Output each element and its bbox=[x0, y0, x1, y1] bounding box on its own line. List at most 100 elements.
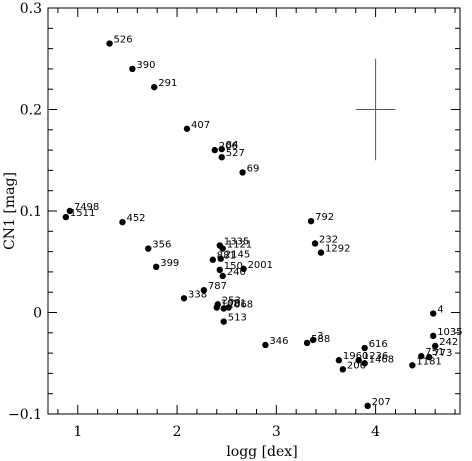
data-point bbox=[220, 305, 227, 312]
data-point bbox=[219, 272, 226, 280]
x-tick-labels: 1 2 3 4 bbox=[73, 424, 380, 440]
y-tick-label: 0 bbox=[33, 306, 42, 322]
data-point bbox=[311, 240, 319, 247]
data-point bbox=[418, 352, 425, 360]
data-point bbox=[409, 362, 416, 369]
data-point bbox=[225, 304, 232, 311]
data-point bbox=[339, 366, 347, 373]
data-point bbox=[429, 332, 437, 340]
point-label: 206 bbox=[347, 360, 366, 371]
point-label: 1081 bbox=[221, 298, 246, 309]
point-label: 513 bbox=[228, 313, 247, 324]
data-point bbox=[240, 265, 247, 273]
point-label: 1181 bbox=[416, 356, 441, 367]
data-point bbox=[219, 245, 226, 252]
point-label: 792 bbox=[315, 212, 334, 223]
axis-ticks bbox=[48, 7, 460, 415]
point-label: 232 bbox=[319, 234, 338, 245]
x-tick-label: 3 bbox=[272, 424, 281, 440]
point-label: 1335 bbox=[224, 237, 249, 248]
y-tick-label: 0.1 bbox=[20, 204, 42, 220]
data-point bbox=[217, 255, 224, 262]
point-label: 356 bbox=[152, 240, 171, 251]
point-label: 338 bbox=[188, 289, 207, 300]
plot-frame bbox=[47, 7, 461, 415]
data-point bbox=[183, 125, 191, 132]
data-point bbox=[307, 217, 315, 225]
data-point bbox=[216, 266, 223, 274]
data-point bbox=[262, 341, 269, 349]
point-label: 881 bbox=[217, 251, 236, 262]
point-label: 3 bbox=[317, 331, 323, 342]
point-label: 2001 bbox=[248, 260, 273, 271]
data-point bbox=[218, 145, 225, 153]
data-point bbox=[209, 256, 216, 263]
point-label: 253 bbox=[222, 295, 241, 306]
data-point bbox=[180, 295, 188, 302]
data-point bbox=[429, 310, 437, 317]
point-label: 240 bbox=[227, 267, 246, 278]
point-label: 390 bbox=[136, 60, 155, 71]
data-point bbox=[355, 357, 362, 364]
point-label: 751 bbox=[425, 347, 444, 358]
point-label: 1121 bbox=[227, 240, 252, 251]
data-point bbox=[361, 344, 368, 352]
data-point bbox=[239, 169, 246, 176]
data-point bbox=[211, 146, 218, 154]
data-point bbox=[145, 245, 152, 252]
point-label: 206 bbox=[219, 141, 238, 152]
point-label: 526 bbox=[114, 35, 133, 46]
point-label: 4 bbox=[437, 305, 443, 316]
point-label: 588 bbox=[311, 334, 330, 345]
data-point bbox=[213, 304, 220, 311]
y-tick-labels: −0.1 0 0.1 0.2 0.3 bbox=[8, 1, 42, 423]
point-label: 346 bbox=[269, 336, 288, 347]
data-point bbox=[361, 360, 368, 367]
data-point bbox=[220, 318, 227, 325]
data-point bbox=[106, 40, 113, 47]
point-label: 787 bbox=[208, 281, 227, 292]
y-tick-label: −0.1 bbox=[8, 407, 42, 423]
data-point bbox=[153, 263, 160, 271]
y-axis-label: CN1 [mag] bbox=[2, 172, 18, 250]
x-tick-label: 2 bbox=[173, 424, 182, 440]
x-axis-label: logg [dex] bbox=[226, 444, 297, 460]
data-point bbox=[303, 339, 311, 347]
data-point bbox=[431, 342, 439, 350]
point-label: 452 bbox=[126, 213, 145, 224]
point-label: 527 bbox=[226, 148, 245, 159]
data-point bbox=[309, 336, 317, 344]
data-point bbox=[335, 357, 343, 364]
point-label: 1511 bbox=[70, 208, 95, 219]
x-tick-label: 1 bbox=[73, 424, 82, 440]
data-point bbox=[218, 154, 225, 161]
point-label: 1292 bbox=[325, 244, 350, 255]
point-label: 1960 bbox=[343, 351, 368, 362]
data-point bbox=[119, 218, 126, 226]
point-label: 773 bbox=[433, 348, 452, 359]
point-label: 291 bbox=[158, 78, 177, 89]
y-tick-label: 0.3 bbox=[20, 1, 42, 17]
point-label: 399 bbox=[160, 258, 179, 269]
y-tick-label: 0.2 bbox=[20, 103, 42, 119]
data-point bbox=[317, 249, 325, 256]
x-tick-label: 4 bbox=[371, 424, 380, 440]
data-point bbox=[151, 83, 158, 91]
point-label: 1468 bbox=[369, 354, 394, 365]
data-point bbox=[66, 207, 74, 215]
data-point bbox=[129, 65, 136, 73]
point-label: 242 bbox=[439, 337, 458, 348]
point-label: 1 bbox=[233, 298, 239, 309]
point-label: 616 bbox=[369, 339, 388, 350]
data-point bbox=[426, 353, 433, 361]
point-label: 1035 bbox=[437, 327, 462, 338]
point-label: 1236 bbox=[363, 351, 388, 362]
point-label: 207 bbox=[372, 397, 391, 408]
point-label: 84 bbox=[226, 140, 239, 151]
data-point bbox=[200, 286, 208, 294]
data-point bbox=[364, 402, 371, 410]
point-label: 407 bbox=[191, 120, 210, 131]
point-label: 150 bbox=[224, 261, 243, 272]
